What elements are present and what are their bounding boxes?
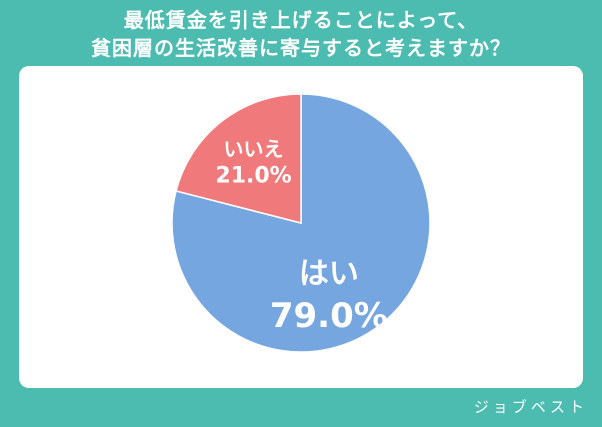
slice-value-no: 21.0% [215,164,291,189]
slice-value-yes: 79.0% [270,296,388,336]
slice-label-no: いいえ [224,137,284,161]
chart-card: はい 79.0% いいえ 21.0% [19,66,583,388]
chart-title: 最低賃金を引き上げることによって、 貧困層の生活改善に寄与すると考えますか？ [0,6,602,62]
pie-slice-no [175,93,302,224]
brand-logo: ジョブベスト [473,398,588,416]
title-line-1: 最低賃金を引き上げることによって、 [123,8,479,32]
pie-chart: はい 79.0% いいえ 21.0% [171,93,431,353]
title-line-2: 貧困層の生活改善に寄与すると考えますか？ [91,36,511,60]
slice-label-yes: はい [299,257,359,292]
